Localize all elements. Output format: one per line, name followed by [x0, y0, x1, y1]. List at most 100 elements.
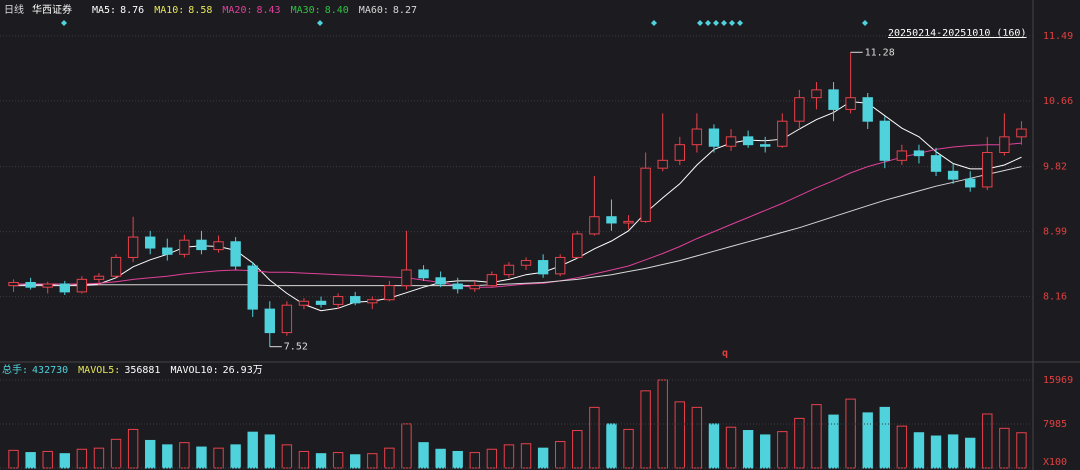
volume-bar — [999, 427, 1010, 469]
candle-body — [555, 256, 566, 275]
candle-body — [418, 269, 429, 279]
volume-bar — [213, 447, 224, 469]
ma-name: MA60: — [359, 5, 389, 16]
candle-body — [127, 236, 139, 258]
volume-bar — [794, 417, 805, 469]
candle-body — [213, 241, 224, 251]
volume-bar — [879, 406, 890, 469]
candle-body — [947, 170, 959, 180]
volume-bar — [25, 452, 36, 469]
volume-bar — [110, 438, 122, 469]
volume-bar — [247, 431, 258, 469]
candle-body — [657, 159, 668, 169]
candle-body — [811, 89, 822, 99]
candle-body — [401, 269, 412, 287]
low-annotation: 7.52 — [284, 342, 308, 353]
volume-bar — [401, 423, 412, 469]
volume-bar — [196, 446, 207, 469]
candle-body — [999, 136, 1010, 154]
y-tick-label: 9.82 — [1043, 162, 1067, 173]
candle-body — [828, 89, 839, 110]
ma-name: MA30: — [291, 5, 321, 16]
ma-value: 8.27 — [393, 5, 417, 16]
volume-bar — [572, 430, 583, 469]
volume-bar — [230, 444, 241, 469]
candle-body — [845, 97, 856, 110]
volume-tick-label: X100 — [1043, 457, 1067, 468]
candle-body — [247, 265, 258, 310]
candle-body — [367, 299, 378, 304]
volume-bar — [640, 390, 651, 469]
volume-bar — [503, 444, 515, 469]
candle-body — [298, 300, 310, 306]
candle-body — [742, 136, 754, 146]
volume-bar — [435, 448, 446, 469]
volume-bar — [913, 432, 925, 469]
ma-value: 8.40 — [325, 5, 349, 16]
volume-bar — [520, 443, 532, 469]
period: 日线 — [4, 3, 24, 16]
volume-bar — [264, 434, 275, 469]
volume-bar — [674, 401, 685, 469]
candle-body — [93, 275, 105, 280]
candle-body — [281, 304, 293, 334]
candle-body — [623, 220, 634, 224]
ma-value: 8.76 — [120, 5, 144, 16]
volume-bar — [760, 434, 771, 469]
volume-bar — [332, 452, 344, 469]
date-range[interactable]: 20250214-20251010 (160) — [888, 28, 1026, 39]
candle-body — [145, 236, 156, 249]
volume-bar — [965, 437, 976, 469]
volume-bar — [555, 441, 566, 469]
volume-bar — [930, 435, 942, 469]
candle-body — [179, 239, 190, 255]
volume-legend-name: 总手: — [2, 363, 28, 376]
candle-body — [469, 285, 480, 290]
volume-bar — [93, 447, 105, 469]
volume-bar — [469, 452, 480, 469]
volume-legend-name: MAVOL5: — [78, 365, 120, 376]
candle-body — [384, 285, 395, 301]
volume-bar — [42, 450, 53, 469]
candle-body — [1016, 128, 1027, 138]
volume-bar — [828, 414, 839, 469]
candle-body — [264, 308, 275, 334]
candle-body — [674, 144, 685, 161]
volume-bar — [623, 428, 634, 469]
volume-bar — [589, 406, 600, 469]
candle-body — [862, 97, 873, 122]
candle-body — [435, 277, 446, 285]
candle-body — [162, 247, 173, 255]
volume-bar — [708, 423, 720, 469]
volume-bar — [298, 450, 310, 469]
volume-bar — [127, 428, 139, 469]
volume-bar — [350, 454, 361, 469]
candle-body — [606, 216, 617, 224]
volume-bar — [76, 448, 88, 469]
volume-bar — [452, 450, 463, 469]
volume-bar — [845, 398, 856, 469]
volume-bar — [982, 413, 993, 469]
candle-body — [794, 97, 805, 122]
volume-bar — [315, 453, 327, 469]
candle-body — [230, 241, 241, 267]
candle-body — [25, 281, 36, 288]
volume-bar — [811, 404, 822, 469]
ma-name: MA10: — [154, 5, 184, 16]
candle-body — [691, 128, 703, 146]
candle-body — [913, 150, 925, 157]
candle-body — [315, 300, 327, 305]
volume-bar — [384, 447, 395, 469]
candle-body — [965, 178, 976, 188]
y-tick-label: 10.66 — [1043, 96, 1073, 107]
candle-body — [452, 283, 463, 290]
candle-body — [110, 256, 122, 277]
ma-value: 8.43 — [257, 5, 281, 16]
volume-bar — [657, 379, 668, 469]
volume-legend-value: 356881 — [124, 365, 160, 376]
signal-markers — [61, 20, 868, 26]
candle-body — [589, 216, 600, 235]
